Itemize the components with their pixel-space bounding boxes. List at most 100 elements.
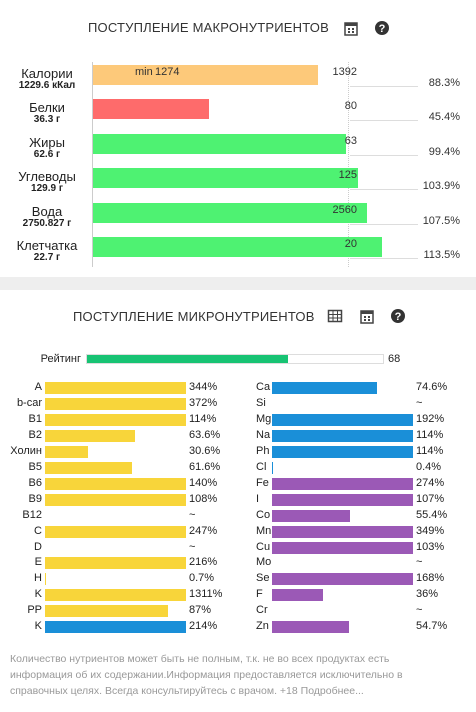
micro-track <box>272 525 413 538</box>
micronutrient-name: E <box>34 556 42 569</box>
micronutrient-name: B9 <box>28 492 42 505</box>
micronutrient-name: Ph <box>256 444 270 457</box>
micro-track <box>272 557 413 569</box>
micro-track <box>272 573 413 586</box>
row-rule <box>350 154 418 156</box>
nutrient-name: Углеводы <box>18 169 76 185</box>
micro-bar <box>45 605 168 618</box>
micronutrient-name: Cl <box>256 460 267 473</box>
micro-track <box>45 445 186 458</box>
micro-track <box>272 493 413 506</box>
micronutrient-name: K <box>34 588 42 601</box>
min-value: 1274 <box>155 66 180 78</box>
micronutrient-name: Холин <box>10 444 42 457</box>
micro-percent: 192% <box>416 412 445 425</box>
micro-percent: 107% <box>416 492 445 505</box>
svg-text:?: ? <box>379 23 386 35</box>
target-value: 20 <box>344 238 357 250</box>
calendar-icon[interactable] <box>343 20 359 36</box>
micronutrient-name: A <box>34 381 42 393</box>
micro-track <box>45 525 186 538</box>
micro-percent: 274% <box>416 476 445 489</box>
micro-track <box>45 477 186 490</box>
micro-bar <box>45 445 89 458</box>
micro-bar <box>272 413 413 426</box>
micro-bar <box>272 382 378 394</box>
micro-percent: ~ <box>189 540 196 553</box>
micro-percent: 0.4% <box>416 460 442 473</box>
micro-percent: 344% <box>189 381 218 393</box>
micronutrient-name: B1 <box>28 412 42 425</box>
micronutrient-name: K <box>34 620 42 633</box>
micro-bar <box>45 397 186 410</box>
micro-track <box>272 461 413 474</box>
micronutrient-name: B6 <box>28 476 42 489</box>
micro-bar <box>45 493 186 506</box>
micro-track <box>45 382 186 394</box>
table-icon[interactable] <box>327 308 343 324</box>
micro-bar <box>272 477 413 490</box>
micro-track <box>272 509 413 522</box>
percent-label: 113.5% <box>423 249 461 261</box>
row-rule <box>350 258 418 259</box>
micro-track <box>45 573 186 586</box>
micro-track <box>45 397 186 410</box>
micro-percent: 30.6% <box>189 444 221 457</box>
rating-value: 68 <box>388 353 401 365</box>
micro-bar <box>272 445 413 458</box>
target-value: 63 <box>344 134 357 147</box>
micro-track <box>45 493 186 506</box>
nutrient-amount: 2750.827 г <box>22 217 72 229</box>
nutrient-amount: 1229.6 кКал <box>18 80 76 91</box>
micro-track <box>45 605 186 618</box>
micro-bar <box>272 589 323 602</box>
target-line <box>348 62 349 267</box>
min-label: min <box>135 66 153 78</box>
calendar-icon[interactable] <box>359 308 375 324</box>
micro-track <box>45 589 186 602</box>
row-rule <box>350 120 418 122</box>
micro-bar <box>45 461 132 474</box>
macro-bar <box>93 133 347 154</box>
micro-bar <box>272 525 413 538</box>
micro-track <box>272 429 413 442</box>
micro-percent: ~ <box>416 604 423 617</box>
nutrient-name: Белки <box>29 100 65 116</box>
micro-track <box>272 605 413 617</box>
nutrient-name: Клетчатка <box>16 238 78 253</box>
micro-track <box>45 461 186 474</box>
help-icon[interactable]: ? <box>374 20 390 36</box>
micro-track <box>272 445 413 458</box>
row-rule <box>350 189 418 191</box>
micronutrient-name: Cu <box>256 540 271 553</box>
percent-label: 88.3% <box>428 77 460 89</box>
micro-percent: 214% <box>189 620 218 633</box>
micro-percent: 108% <box>189 492 218 505</box>
micronutrient-name: Si <box>256 396 266 409</box>
micronutrient-name: B5 <box>28 460 42 473</box>
micro-percent: 247% <box>189 524 218 537</box>
micro-percent: 114% <box>189 412 217 425</box>
macro-title: ПОСТУПЛЕНИЕ МАКРОНУТРИЕНТОВ <box>88 20 329 35</box>
help-icon[interactable]: ? <box>390 308 406 324</box>
micro-percent: 36% <box>416 588 439 601</box>
micro-track <box>45 542 186 554</box>
micronutrient-name: Mo <box>256 556 272 569</box>
micro-percent: ~ <box>416 556 423 569</box>
micro-track <box>272 589 413 602</box>
micro-percent: 103% <box>416 540 445 553</box>
micro-bar <box>272 509 351 522</box>
micro-percent: 55.4% <box>416 508 448 521</box>
micro-bar <box>272 573 413 586</box>
micro-percent: 54.7% <box>416 620 448 633</box>
nutrient-name: Вода <box>31 203 63 219</box>
micro-percent: 216% <box>189 556 218 569</box>
micro-track <box>45 510 186 522</box>
micro-bar <box>45 382 186 394</box>
micro-bar <box>45 429 135 442</box>
micro-percent: 372% <box>189 396 218 409</box>
micro-bar <box>272 621 350 634</box>
micro-bar <box>45 573 46 586</box>
macro-bar <box>93 99 209 120</box>
micro-percent: 87% <box>189 604 212 617</box>
